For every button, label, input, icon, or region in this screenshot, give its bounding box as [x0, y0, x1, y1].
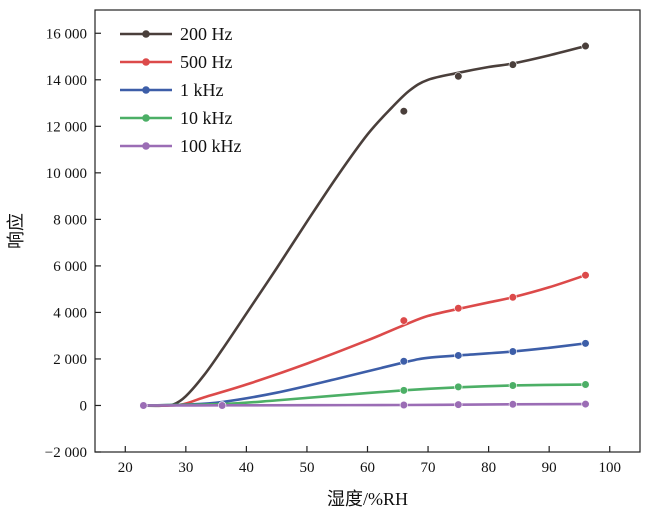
y-tick-label: 0: [80, 398, 88, 414]
y-tick-label: 8 000: [53, 212, 87, 228]
data-point: [454, 351, 463, 360]
y-tick-label: 16 000: [46, 26, 87, 42]
x-tick-label: 50: [299, 460, 314, 476]
series-1-khz: [139, 339, 590, 410]
data-point: [399, 316, 408, 325]
series-line-200-hz: [143, 44, 586, 408]
data-point: [454, 400, 463, 409]
y-axis-ticks: −2 000 0 2 000 4 000 6 000 8 000 10 000 12 000 1…: [45, 26, 101, 461]
data-point: [508, 400, 517, 409]
y-tick-label: 14 000: [46, 73, 87, 89]
plot-frame: [94, 9, 641, 453]
data-point: [508, 381, 517, 390]
data-point: [399, 357, 408, 366]
x-tick-label: 100: [598, 460, 621, 476]
series-500-hz: [139, 271, 590, 410]
legend-item-500-hz: 500 Hz: [120, 52, 233, 72]
data-point: [508, 293, 517, 302]
data-point: [581, 399, 590, 409]
x-axis-ticks: 20 30 40 50 60 70 80 90 100: [118, 446, 621, 476]
x-tick-label: 90: [542, 460, 557, 476]
legend-item-10-khz: 10 kHz: [120, 108, 233, 128]
x-tick-label: 20: [118, 460, 133, 476]
data-point: [454, 382, 463, 391]
legend-label: 10 kHz: [180, 108, 233, 128]
data-point: [399, 386, 408, 395]
legend-marker: [142, 58, 150, 66]
data-point: [508, 60, 517, 69]
data-point: [581, 271, 590, 280]
legend-marker: [142, 30, 150, 38]
y-tick-label: 10 000: [46, 166, 87, 182]
legend-marker: [142, 142, 150, 150]
y-tick-label: −2 000: [45, 445, 87, 461]
legend-label: 200 Hz: [180, 24, 233, 44]
x-tick-label: 70: [421, 460, 436, 476]
y-tick-label: 6 000: [53, 259, 87, 275]
legend-marker: [142, 86, 150, 94]
data-point: [508, 347, 517, 356]
series-100-khz: [139, 399, 590, 410]
data-point: [454, 72, 463, 81]
data-point: [399, 107, 408, 116]
legend-item-1-khz: 1 kHz: [120, 80, 224, 100]
y-tick-label: 2 000: [53, 352, 87, 368]
data-point: [399, 400, 408, 410]
data-point: [218, 401, 227, 410]
legend: 200 Hz 500 Hz 1 kHz 10 kHz 100 kHz: [120, 24, 242, 156]
x-tick-label: 40: [239, 460, 254, 476]
y-tick-label: 4 000: [53, 305, 87, 321]
series-line-100-khz: [143, 402, 586, 407]
x-tick-label: 80: [481, 460, 496, 476]
data-point: [581, 339, 590, 348]
y-axis-title: 响应: [6, 213, 26, 249]
x-tick-label: 60: [360, 460, 375, 476]
legend-item-200-hz: 200 Hz: [120, 24, 233, 44]
data-point: [139, 401, 148, 410]
legend-label: 100 kHz: [180, 136, 242, 156]
legend-label: 500 Hz: [180, 52, 233, 72]
data-point: [581, 41, 590, 51]
data-point: [581, 380, 590, 389]
data-point: [454, 304, 463, 313]
y-tick-label: 12 000: [46, 119, 87, 135]
legend-marker: [142, 114, 150, 122]
series-layer: [139, 41, 590, 410]
x-axis-title: 湿度/%RH: [327, 489, 408, 509]
legend-item-100-khz: 100 kHz: [120, 136, 242, 156]
legend-label: 1 kHz: [180, 80, 224, 100]
x-tick-label: 30: [178, 460, 193, 476]
